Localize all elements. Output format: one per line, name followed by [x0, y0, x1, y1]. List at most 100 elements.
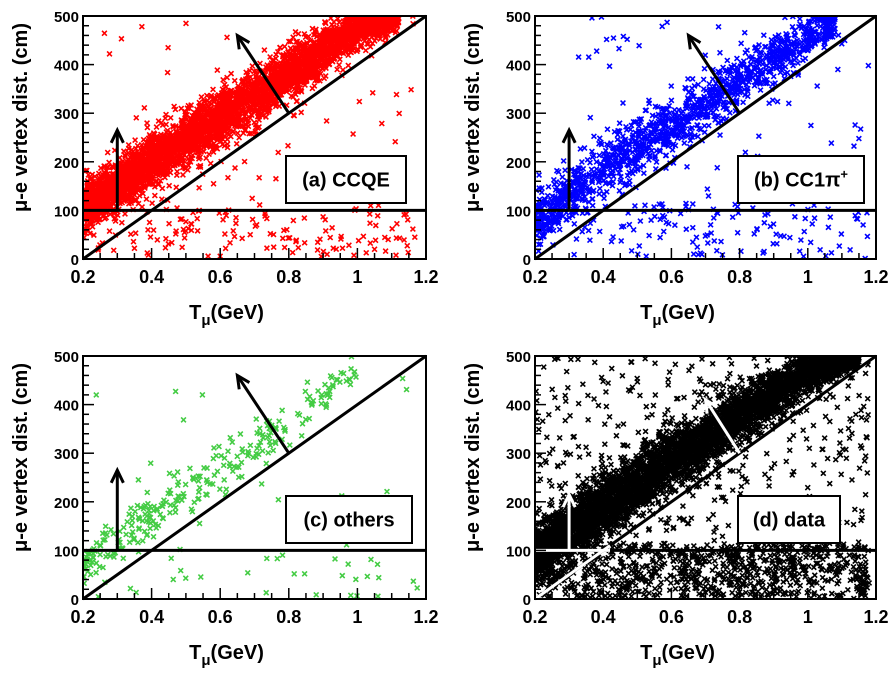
scatter-point	[310, 31, 317, 38]
scatter-point	[196, 134, 203, 141]
scatter-point	[174, 160, 181, 167]
scatter-point	[210, 180, 217, 187]
scatter-point	[290, 79, 297, 86]
scatter-point	[162, 115, 169, 122]
scatter-point	[317, 70, 324, 77]
scatter-point	[274, 60, 281, 67]
scatter-point	[267, 62, 274, 69]
scatter-point	[260, 86, 267, 93]
scatter-point	[224, 108, 231, 114]
scatter-point	[367, 202, 374, 209]
scatter-point	[224, 74, 231, 81]
scatter-point	[367, 220, 373, 227]
scatter-point	[165, 44, 172, 51]
scatter-point	[152, 162, 159, 169]
scatter-point	[256, 174, 263, 181]
scatter-point	[132, 230, 139, 237]
scatter-point	[283, 57, 290, 64]
scatter-point	[290, 51, 297, 58]
scatter-point	[409, 226, 416, 232]
scatter-point	[158, 119, 165, 126]
scatter-point	[227, 97, 234, 103]
scatter-point	[339, 245, 346, 252]
scatter-point	[581, 145, 588, 151]
scatter-point	[250, 101, 257, 108]
scatter-point	[222, 245, 229, 252]
scatter-point	[362, 47, 369, 54]
scatter-point	[363, 249, 370, 256]
scatter-point	[164, 69, 171, 76]
scatter-point	[312, 47, 319, 54]
scatter-point	[104, 149, 111, 156]
scatter-point	[187, 115, 194, 122]
scatter-point	[99, 186, 106, 193]
scatter-point	[640, 162, 647, 169]
scatter-point	[234, 130, 241, 137]
scatter-point	[230, 116, 237, 123]
scatter-point	[602, 147, 609, 154]
scatter-point	[289, 249, 296, 256]
scatter-point	[411, 234, 418, 241]
scatter-point	[287, 70, 294, 77]
scatter-point	[789, 23, 796, 30]
scatter-point	[127, 160, 134, 167]
scatter-point	[396, 110, 403, 117]
scatter-point	[138, 141, 145, 148]
scatter-point	[248, 111, 255, 118]
scatter-point	[87, 230, 93, 237]
scatter-point	[290, 217, 297, 224]
scatter-point	[669, 146, 676, 153]
scatter-point	[240, 123, 247, 130]
scatter-point	[149, 200, 156, 207]
scatter-point	[355, 237, 362, 244]
scatter-point	[122, 210, 128, 217]
scatter-point	[307, 50, 314, 57]
y-tick-label: 500	[54, 9, 79, 26]
scatter-point	[224, 116, 231, 123]
scatter-point	[316, 77, 323, 84]
scatter-point	[571, 199, 578, 206]
scatter-point	[299, 44, 306, 51]
scatter-point	[183, 111, 189, 118]
scatter-point	[143, 151, 150, 157]
scatter-point	[179, 244, 186, 251]
scatter-point	[272, 175, 279, 182]
scatter-point	[131, 197, 138, 204]
x-tick-label: 1	[352, 267, 362, 287]
scatter-point	[320, 42, 327, 49]
scatter-point	[267, 230, 274, 237]
scatter-point	[635, 128, 642, 135]
scatter-point	[291, 61, 298, 68]
scatter-point	[122, 161, 129, 168]
scatter-point	[223, 83, 230, 90]
scatter-point	[248, 96, 254, 103]
scatter-point	[378, 120, 385, 127]
scatter-point	[196, 184, 203, 191]
scatter-point	[756, 42, 763, 48]
scatter-point	[151, 192, 158, 199]
scatter-point	[147, 162, 154, 169]
scatter-point	[335, 30, 342, 37]
scatter-point	[194, 227, 201, 234]
scatter-point	[301, 76, 308, 82]
scatter-point	[367, 240, 374, 247]
scatter-point	[681, 140, 688, 146]
scatter-point	[97, 178, 104, 185]
scatter-point	[381, 234, 388, 241]
scatter-point	[235, 89, 242, 96]
scatter-point	[223, 212, 230, 219]
scatter-point	[256, 201, 263, 208]
scatter-point	[144, 158, 150, 165]
scatter-point	[345, 38, 352, 45]
scatter-point	[173, 153, 180, 160]
scatter-point	[188, 154, 194, 161]
scatter-point	[281, 244, 288, 251]
scatter-point	[296, 77, 302, 84]
scatter-point	[247, 231, 254, 238]
scatter-point	[91, 213, 98, 220]
scatter-point	[93, 217, 100, 224]
scatter-point	[218, 119, 225, 126]
scatter-point	[305, 58, 312, 65]
arrow-head	[109, 126, 125, 144]
scatter-point	[593, 166, 600, 173]
